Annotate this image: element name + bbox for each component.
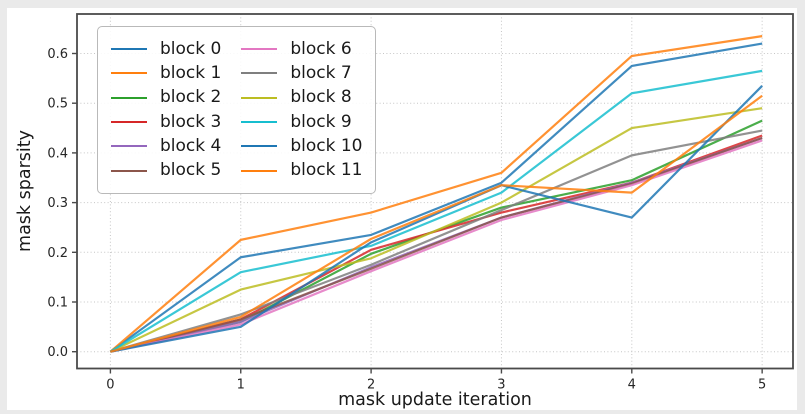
legend-line-swatch xyxy=(241,145,278,148)
legend-item: block 4 xyxy=(111,135,222,156)
axis-tick-marks xyxy=(72,52,763,374)
legend-label: block 6 xyxy=(290,38,352,59)
series-line-block-9 xyxy=(109,69,763,353)
legend-label: block 4 xyxy=(160,135,222,156)
legend-label: block 1 xyxy=(160,62,222,83)
y-tick-label: 0.2 xyxy=(47,246,68,261)
legend-line-swatch xyxy=(241,121,278,124)
series-line-block-10 xyxy=(110,85,763,353)
y-tick-label: 0.4 xyxy=(47,146,68,161)
legend-label: block 9 xyxy=(290,111,352,132)
legend-label: block 7 xyxy=(290,62,352,83)
x-tick-label: 0 xyxy=(106,378,114,393)
legend-line-swatch xyxy=(241,169,278,172)
legend-label: block 5 xyxy=(160,160,222,181)
legend-item: block 11 xyxy=(241,162,362,179)
y-tick-label: 0.6 xyxy=(47,47,68,62)
x-tick-label: 5 xyxy=(758,378,766,393)
legend-line-swatch xyxy=(241,96,278,99)
legend-line-swatch xyxy=(241,48,278,51)
series-lines xyxy=(109,35,763,353)
legend-item: block 10 xyxy=(241,135,363,156)
legend-line-swatch xyxy=(111,48,147,51)
series-line-block-11 xyxy=(110,94,763,353)
legend-label: block 10 xyxy=(290,135,363,156)
series-line-block-7 xyxy=(110,129,763,353)
legend-item: block 6 xyxy=(241,38,362,59)
x-axis-label: mask update iteration xyxy=(338,390,532,410)
y-tick-label: 0.5 xyxy=(47,97,68,112)
x-tick-labels: 0 1 2 3 4 5 xyxy=(106,378,766,393)
series-line-block-0 xyxy=(109,42,763,353)
legend-item: block 5 xyxy=(111,162,221,179)
legend-label: block 0 xyxy=(160,38,222,59)
series-line-block-8 xyxy=(109,107,763,353)
legend-line-swatch xyxy=(111,121,147,124)
legend-item: block 2 xyxy=(111,89,221,106)
legend: block 0 block 1 block 2 block 3 block 4 block… xyxy=(97,26,377,194)
legend-label: block 11 xyxy=(290,160,363,181)
x-tick-label: 4 xyxy=(628,378,636,393)
plot-frame xyxy=(76,13,794,370)
legend-item: block 9 xyxy=(241,111,362,132)
legend-line-swatch xyxy=(241,72,278,75)
legend-item: block 0 xyxy=(111,38,222,59)
y-tick-label: 0.0 xyxy=(47,345,68,360)
legend-line-swatch xyxy=(111,169,147,172)
legend-label: block 8 xyxy=(290,87,352,108)
x-tick-label: 3 xyxy=(497,378,505,393)
y-tick-label: 0.3 xyxy=(47,196,68,211)
x-tick-label: 2 xyxy=(367,378,375,393)
legend-line-swatch xyxy=(111,145,147,148)
y-axis-label: mask sparsity xyxy=(15,130,35,252)
legend-item: block 3 xyxy=(111,111,222,132)
legend-label: block 3 xyxy=(160,111,222,132)
legend-label: block 2 xyxy=(160,87,222,108)
x-tick-label: 1 xyxy=(237,378,245,393)
legend-line-swatch xyxy=(111,96,147,99)
legend-line-swatch xyxy=(111,72,147,75)
y-tick-labels: 0.0 0.1 0.2 0.3 0.4 0.5 0.6 xyxy=(47,47,68,360)
series-line-block-1 xyxy=(109,35,763,353)
legend-item: block 8 xyxy=(241,89,362,106)
legend-item: block 7 xyxy=(241,62,362,83)
y-tick-label: 0.1 xyxy=(47,296,68,311)
legend-item: block 1 xyxy=(111,62,222,83)
